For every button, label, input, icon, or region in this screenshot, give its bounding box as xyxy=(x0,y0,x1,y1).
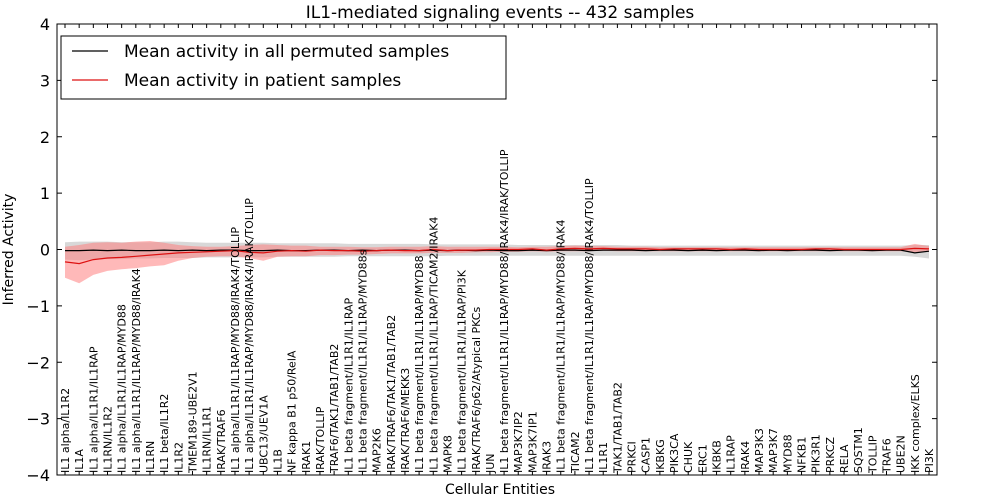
y-tick-label-4: 0 xyxy=(40,241,50,260)
x-tick-label-61: PI3K xyxy=(923,448,936,473)
chart-title: IL1-mediated signaling events -- 432 sam… xyxy=(306,3,695,23)
x-tick-label-52: NFKB1 xyxy=(796,437,809,473)
y-tick-label-5: 1 xyxy=(40,184,50,203)
x-tick-label-22: MAP2K6 xyxy=(371,428,384,473)
y-tick-label-8: 4 xyxy=(40,15,50,34)
x-tick-label-41: CASP1 xyxy=(640,437,653,473)
x-tick-label-1: IL1A xyxy=(73,449,86,473)
x-tick-label-18: IRAK/TOLLIP xyxy=(314,406,327,473)
x-tick-label-55: RELA xyxy=(838,444,851,473)
x-tick-label-54: PRKCZ xyxy=(824,436,837,473)
y-tick-label-0: −4 xyxy=(26,466,50,485)
x-tick-label-28: IL1 beta fragment/IL1R1/IL1RAP/PI3K xyxy=(456,269,469,473)
x-tick-label-33: MAP3K7IP1 xyxy=(526,411,539,473)
x-tick-label-17: IRAK1 xyxy=(300,441,313,473)
x-axis: IL1 alpha/IL1R2 IL1A IL1 alpha/IL1R1/IL1RA… xyxy=(59,24,936,475)
x-tick-label-0: IL1 alpha/IL1R2 xyxy=(59,388,72,473)
x-tick-label-8: IL1R2 xyxy=(172,442,185,473)
line-series-0 xyxy=(65,249,930,254)
x-axis-label: Cellular Entities xyxy=(445,482,555,498)
x-tick-label-6: IL1RN xyxy=(144,441,157,473)
x-tick-label-30: JUN xyxy=(484,453,497,474)
legend-entry-permuted: Mean activity in all permuted samples xyxy=(124,42,449,62)
x-tick-label-53: PIK3R1 xyxy=(810,434,823,473)
x-tick-label-5: IL1 alpha/IL1R1/IL1RAP/MYD88/IRAK4 xyxy=(130,268,143,473)
x-tick-label-24: IRAK/TRAF6/MEKK3 xyxy=(399,368,412,473)
x-tick-label-40: PRKCI xyxy=(626,441,639,473)
x-tick-label-19: TRAF6/TAK1/TAB1/TAB2 xyxy=(328,344,341,474)
x-tick-label-46: IKBKB xyxy=(711,440,724,473)
legend-frame xyxy=(60,35,507,100)
x-tick-label-13: IL1 alpha/IL1R1/IL1RAP/MYD88/IRAK4/IRAK/… xyxy=(243,198,256,473)
x-tick-label-44: CHUK xyxy=(682,441,695,473)
y-tick-label-2: −2 xyxy=(26,353,50,372)
x-tick-label-31: IL1 beta fragment/IL1R1/IL1RAP/MYD88/IRA… xyxy=(498,149,511,473)
x-tick-label-56: SQSTM1 xyxy=(852,427,865,473)
x-tick-label-20: IL1 beta fragment/IL1R1/IL1RAP xyxy=(342,297,355,473)
x-tick-label-60: IKK complex/ELKS xyxy=(909,374,922,473)
x-tick-label-43: PIK3CA xyxy=(668,433,681,473)
x-tick-label-15: IL1B xyxy=(272,449,285,473)
x-tick-label-51: MYD88 xyxy=(781,434,794,473)
x-tick-label-35: IL1 beta fragment/IL1R1/IL1RAP/MYD88/IRA… xyxy=(555,219,568,472)
x-tick-label-14: UBC13/UEV1A xyxy=(257,395,270,473)
x-tick-label-4: IL1 alpha/IL1R1/IL1RAP/MYD88 xyxy=(116,304,129,473)
y-tick-label-7: 3 xyxy=(40,71,50,90)
y-axis: −4 −3 −2 −1 0 1 2 3 4 xyxy=(26,15,937,485)
x-tick-label-21: IL1 beta fragment/IL1R1/IL1RAP/MYD88s xyxy=(356,249,369,473)
y-tick-label-6: 2 xyxy=(40,128,50,147)
line-series-1 xyxy=(64,247,930,265)
series-lines xyxy=(64,247,930,265)
x-tick-label-38: IL1R1 xyxy=(597,442,610,473)
x-tick-label-58: TRAF6 xyxy=(881,438,894,474)
x-tick-label-7: IL1 beta/IL1R2 xyxy=(158,394,171,473)
x-tick-label-29: IRAK/TRAF6/p62/Atypical PKCs xyxy=(470,307,483,474)
x-tick-label-42: IKBKG xyxy=(654,439,667,473)
x-tick-label-47: IL1RAP xyxy=(725,435,738,473)
x-tick-label-3: IL1RN/IL1R2 xyxy=(102,406,115,473)
x-tick-label-59: UBE2N xyxy=(895,435,908,473)
x-tick-label-12: IL1 alpha/IL1R1/IL1RAP/MYD88/IRAK4/TOLLI… xyxy=(229,227,242,473)
x-tick-label-27: MAPK8 xyxy=(441,435,454,473)
x-tick-label-2: IL1 alpha/IL1R1/IL1RAP xyxy=(87,346,100,473)
x-tick-label-23: IRAK/TRAF6/TAK1/TAB1/TAB2 xyxy=(385,315,398,473)
x-tick-label-49: MAP3K3 xyxy=(753,428,766,473)
y-tick-label-3: −1 xyxy=(26,297,50,316)
x-tick-label-48: IRAK4 xyxy=(739,441,752,473)
x-tick-label-32: MAP3K7IP2 xyxy=(512,411,525,473)
x-tick-label-37: IL1 beta fragment/IL1R1/IL1RAP/MYD88/IRA… xyxy=(583,178,596,473)
legend: Mean activity in all permuted samples Me… xyxy=(60,35,507,100)
x-tick-label-57: TOLLIP xyxy=(866,435,879,474)
y-axis-label: Inferred Activity xyxy=(1,194,17,306)
x-tick-label-9: TMEM189-UBE2V1 xyxy=(187,371,200,474)
x-tick-label-39: TAK1/TAB1/TAB2 xyxy=(611,382,624,474)
x-tick-label-26: IL1 beta fragment/IL1R1/IL1RAP/TICAM2/IR… xyxy=(427,217,440,473)
legend-entry-patient: Mean activity in patient samples xyxy=(124,71,401,91)
x-tick-label-10: IL1RN/IL1R1 xyxy=(201,406,214,473)
x-tick-label-25: IL1 beta fragment/IL1R1/IL1RAP/MYD88 xyxy=(413,255,426,473)
y-tick-label-1: −3 xyxy=(26,410,50,429)
x-tick-label-45: ERC1 xyxy=(696,444,709,473)
x-tick-label-11: IRAK/TRAF6 xyxy=(215,409,228,473)
x-tick-label-16: NF kappa B1 p50/RelA xyxy=(286,350,299,473)
x-tick-label-34: IRAK3 xyxy=(541,441,554,473)
x-tick-label-36: TICAM2 xyxy=(569,431,582,474)
x-tick-label-50: MAP3K7 xyxy=(767,428,780,473)
